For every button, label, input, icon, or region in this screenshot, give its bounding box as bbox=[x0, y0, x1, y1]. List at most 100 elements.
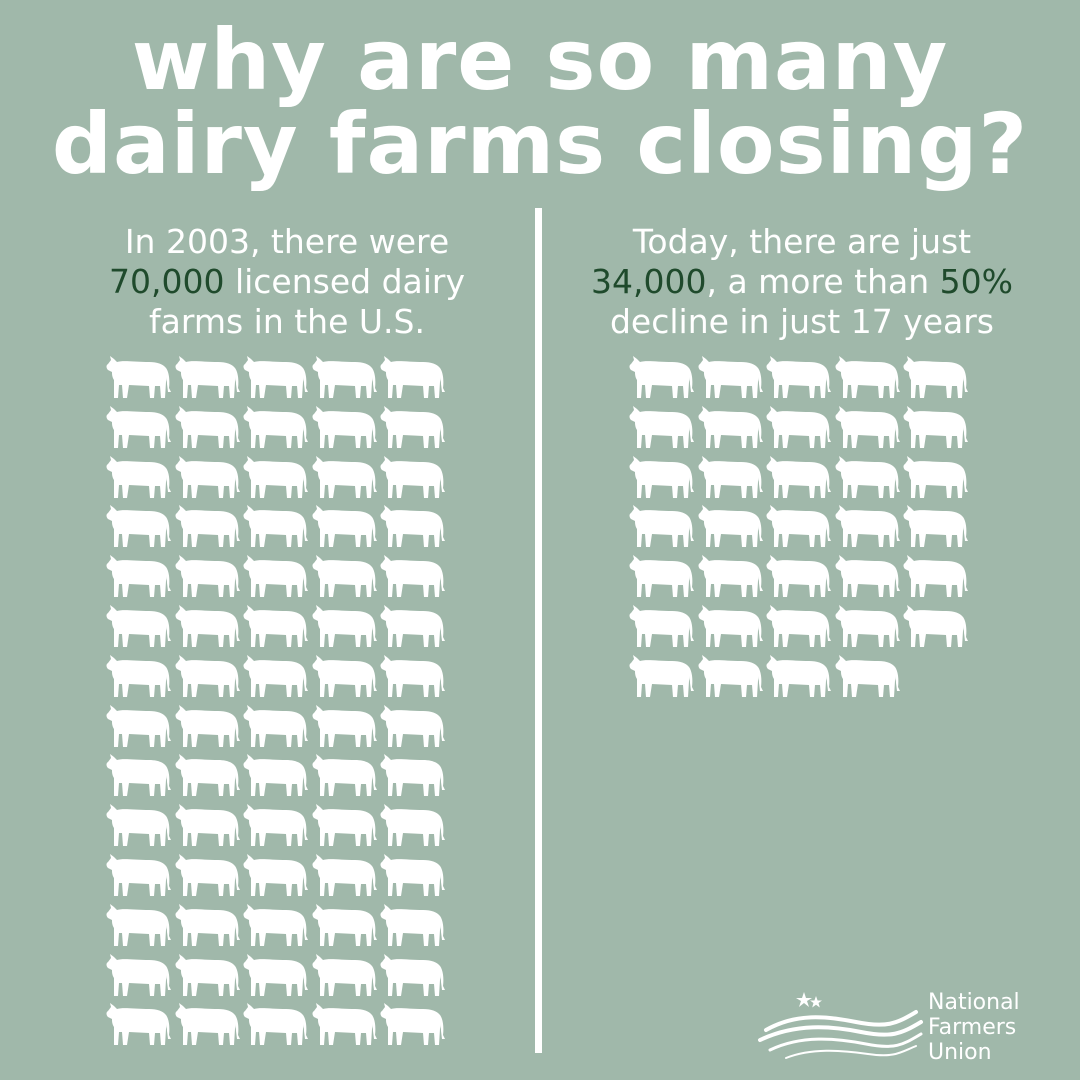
cow-icon bbox=[379, 900, 447, 950]
cow-icon bbox=[697, 501, 765, 551]
cow-icon bbox=[174, 501, 242, 551]
title-line-2: dairy farms closing? bbox=[51, 95, 1029, 193]
cow-icon bbox=[105, 501, 173, 551]
cow-icon bbox=[174, 750, 242, 800]
cow-icon bbox=[174, 800, 242, 850]
cow-icon bbox=[765, 452, 833, 502]
cow-icon bbox=[242, 850, 310, 900]
organization-logo-text: National Farmers Union bbox=[928, 990, 1020, 1065]
cow-icon bbox=[697, 402, 765, 452]
cow-icon bbox=[834, 651, 902, 701]
cow-icon bbox=[174, 950, 242, 1000]
cow-icon bbox=[628, 501, 696, 551]
cow-icon bbox=[628, 601, 696, 651]
cow-icon bbox=[834, 501, 902, 551]
cow-icon bbox=[311, 900, 379, 950]
cow-icon bbox=[834, 551, 902, 601]
cow-icon bbox=[902, 601, 970, 651]
cow-icon bbox=[105, 701, 173, 751]
left-caption: In 2003, there were 70,000 licensed dair… bbox=[52, 222, 522, 342]
cow-icon bbox=[174, 402, 242, 452]
cow-icon bbox=[174, 352, 242, 402]
right-caption-line-1: Today, there are just bbox=[632, 222, 972, 261]
cow-icon bbox=[628, 651, 696, 701]
cow-icon bbox=[105, 900, 173, 950]
cow-icon bbox=[242, 750, 310, 800]
cow-icon bbox=[311, 800, 379, 850]
cow-icon bbox=[242, 800, 310, 850]
cow-icon bbox=[379, 651, 447, 701]
left-caption-line-2: 70,000 licensed dairy bbox=[52, 262, 522, 302]
cow-icon bbox=[242, 402, 310, 452]
cow-icon bbox=[697, 352, 765, 402]
left-caption-line-2-rest: licensed dairy bbox=[224, 262, 466, 301]
cow-icon bbox=[765, 551, 833, 601]
cow-icon bbox=[379, 551, 447, 601]
cow-icon bbox=[697, 452, 765, 502]
page-title: why are so many dairy farms closing? bbox=[0, 18, 1080, 186]
right-caption: Today, there are just 34,000, a more tha… bbox=[567, 222, 1037, 342]
cow-icon bbox=[311, 352, 379, 402]
cow-icon bbox=[379, 452, 447, 502]
cow-icon bbox=[628, 402, 696, 452]
cow-icon bbox=[105, 950, 173, 1000]
cow-icon bbox=[379, 750, 447, 800]
cow-icon bbox=[311, 452, 379, 502]
right-caption-line-2: 34,000, a more than 50% bbox=[567, 262, 1037, 302]
title-line-1: why are so many bbox=[131, 11, 949, 109]
cow-icon bbox=[902, 352, 970, 402]
cow-icon bbox=[174, 651, 242, 701]
cow-icon bbox=[379, 850, 447, 900]
cow-icon bbox=[311, 950, 379, 1000]
flag-stars-icon bbox=[758, 992, 923, 1059]
cow-icon bbox=[174, 999, 242, 1049]
cow-icon bbox=[242, 651, 310, 701]
cow-icon bbox=[765, 402, 833, 452]
cow-icon bbox=[379, 701, 447, 751]
cow-icon bbox=[902, 501, 970, 551]
cow-icon bbox=[834, 402, 902, 452]
cow-icon bbox=[834, 452, 902, 502]
cow-icon bbox=[311, 651, 379, 701]
cow-icon bbox=[379, 501, 447, 551]
cow-icon bbox=[834, 601, 902, 651]
cow-icon bbox=[105, 452, 173, 502]
cow-icon bbox=[174, 850, 242, 900]
cow-icon bbox=[242, 950, 310, 1000]
cow-icon bbox=[765, 501, 833, 551]
cow-icon bbox=[105, 601, 173, 651]
cow-icon bbox=[242, 501, 310, 551]
cow-icon bbox=[242, 551, 310, 601]
cow-icon bbox=[311, 601, 379, 651]
cow-icon bbox=[765, 601, 833, 651]
cow-icon bbox=[242, 452, 310, 502]
cow-icon bbox=[902, 452, 970, 502]
cow-icon bbox=[765, 352, 833, 402]
cow-icon bbox=[105, 651, 173, 701]
cow-icon bbox=[105, 750, 173, 800]
cow-icon bbox=[311, 850, 379, 900]
cow-icon bbox=[765, 651, 833, 701]
decline-percent: 50% bbox=[939, 262, 1013, 301]
cow-icon bbox=[242, 601, 310, 651]
right-caption-line-3: decline in just 17 years bbox=[609, 302, 994, 341]
cow-icon bbox=[311, 999, 379, 1049]
cow-icon bbox=[105, 850, 173, 900]
cow-icon bbox=[628, 352, 696, 402]
cow-icon bbox=[242, 900, 310, 950]
cow-icon bbox=[105, 551, 173, 601]
cow-icon bbox=[105, 352, 173, 402]
cow-icon bbox=[697, 651, 765, 701]
cow-icon bbox=[311, 750, 379, 800]
farms-today-count: 34,000 bbox=[591, 262, 707, 301]
cow-icon bbox=[697, 601, 765, 651]
cow-icon bbox=[379, 402, 447, 452]
cow-icon bbox=[174, 701, 242, 751]
cow-icon bbox=[379, 601, 447, 651]
cow-icon bbox=[379, 800, 447, 850]
cow-icon bbox=[105, 402, 173, 452]
cow-icon bbox=[379, 352, 447, 402]
cow-icon bbox=[174, 601, 242, 651]
cow-icon bbox=[697, 551, 765, 601]
cow-icon bbox=[311, 402, 379, 452]
